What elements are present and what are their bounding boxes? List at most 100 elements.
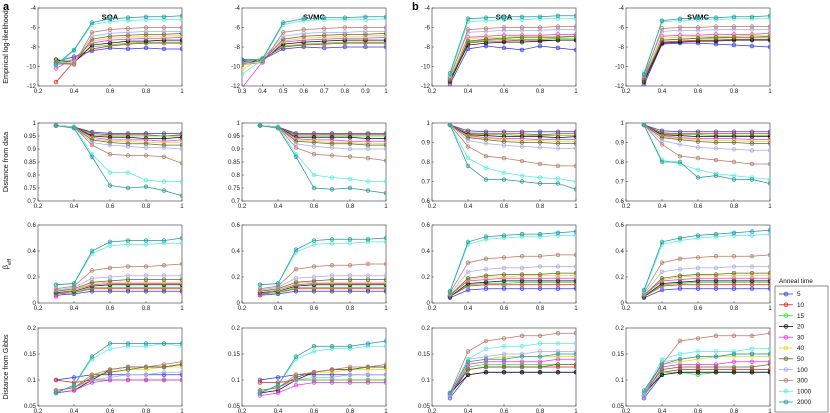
- data-point-2000: [695, 354, 701, 359]
- data-point-2000: [695, 15, 701, 20]
- series-line-20: [449, 280, 576, 297]
- series-line-1000: [643, 18, 770, 73]
- y-tick-label: -10: [615, 64, 625, 71]
- data-point-300: [573, 331, 576, 336]
- data-point-300: [89, 142, 95, 148]
- y-tick-label: 0.2: [231, 274, 240, 281]
- series-line-30: [449, 33, 576, 80]
- data-point-100: [161, 370, 167, 375]
- series-line-100: [449, 266, 576, 295]
- y-tick-label: 0.1: [231, 377, 240, 384]
- series-line-300: [643, 254, 770, 293]
- data-point-100: [107, 274, 113, 280]
- data-point-300: [347, 154, 353, 160]
- data-point-1000: [383, 239, 386, 245]
- data-point-2000: [555, 351, 561, 357]
- y-axis-label: Empirical log-likelihood: [1, 10, 10, 84]
- data-point-100: [329, 375, 335, 380]
- series-line-1000: [449, 124, 576, 182]
- series-line-100: [259, 125, 386, 150]
- data-point-2000: [53, 123, 59, 128]
- x-tick-label: 0.2: [428, 88, 437, 95]
- series-line-20: [449, 124, 576, 139]
- series-line-2000: [643, 229, 770, 291]
- data-point-5: [537, 43, 543, 49]
- data-point-300: [363, 25, 368, 30]
- series-line-20: [643, 124, 770, 138]
- panel-label-a: a: [3, 1, 10, 13]
- x-tick-label: 0.8: [730, 305, 739, 312]
- chart-b-sqa-gibbs: 0.20.40.60.810.050.10.150.2Quench point: [418, 325, 578, 413]
- x-tick-label: 1: [180, 408, 184, 413]
- data-point-1000: [125, 242, 131, 247]
- y-tick-label: 0.4: [27, 248, 36, 255]
- data-point-100: [329, 145, 335, 150]
- x-tick-label: 0.8: [730, 203, 739, 210]
- data-point-300: [695, 336, 701, 341]
- x-tick-label: 0.7: [320, 88, 329, 95]
- data-point-2000: [293, 247, 299, 252]
- data-point-30: [383, 380, 386, 385]
- data-point-2000: [71, 125, 77, 131]
- data-point-300: [125, 153, 131, 158]
- series-line-1000: [55, 19, 182, 66]
- data-point-20: [519, 370, 525, 375]
- data-point-2000: [555, 13, 561, 19]
- data-point-300: [365, 155, 371, 161]
- x-tick-label: 0.6: [106, 203, 115, 210]
- data-point-50: [677, 137, 683, 142]
- y-tick-label: 0.7: [615, 179, 624, 186]
- data-point-2000: [749, 14, 755, 19]
- y-axis-label: Distance from data: [1, 132, 10, 192]
- data-point-2000: [659, 159, 665, 165]
- data-point-2000: [257, 390, 263, 396]
- data-point-2000: [89, 248, 95, 254]
- legend-marker-20: [783, 324, 789, 329]
- x-tick-label: 0.4: [464, 408, 473, 413]
- series-group: [641, 331, 770, 401]
- y-tick-label: 0.6: [421, 198, 430, 205]
- data-point-50: [483, 36, 489, 42]
- x-tick-label: 0.2: [622, 408, 631, 413]
- data-point-2000: [695, 233, 701, 238]
- axes-box: [37, 224, 183, 304]
- data-point-300: [365, 261, 371, 267]
- y-tick-label: 0.9: [421, 140, 430, 147]
- series-line-15: [55, 287, 182, 295]
- legend-label-5: 5: [797, 291, 801, 298]
- data-point-2000: [311, 344, 317, 349]
- legend: Anneal time 5 10 15 20 30 40 50 100 300 1000 2000: [774, 278, 829, 413]
- data-point-300: [731, 254, 737, 259]
- data-point-1000: [311, 242, 317, 247]
- data-point-300: [659, 142, 665, 147]
- x-tick-label: 0.2: [428, 305, 437, 312]
- series-line-1000: [449, 235, 576, 292]
- data-point-5: [537, 286, 543, 291]
- data-point-50: [125, 277, 131, 282]
- series-line-50: [449, 124, 576, 144]
- y-tick-label: 0.2: [421, 274, 430, 281]
- data-point-2000: [363, 14, 368, 19]
- series-line-100: [643, 266, 770, 295]
- data-point-100: [767, 148, 770, 153]
- chart-title: SVMC: [687, 13, 709, 22]
- data-point-1000: [573, 179, 576, 184]
- data-point-300: [383, 25, 386, 30]
- series-line-50: [643, 272, 770, 296]
- y-tick-label: 0.6: [615, 198, 624, 205]
- data-point-300: [311, 264, 317, 269]
- data-point-2000: [383, 338, 386, 344]
- data-point-20: [677, 370, 683, 375]
- y-tick-label: -12: [231, 83, 241, 90]
- data-point-300: [125, 364, 131, 370]
- data-point-1000: [143, 242, 149, 247]
- x-tick-label: 0.5: [279, 88, 288, 95]
- data-point-100: [293, 377, 299, 383]
- data-point-20: [749, 370, 755, 375]
- x-tick-label: 0.4: [464, 203, 473, 210]
- data-point-300: [555, 331, 561, 336]
- data-point-2000: [342, 15, 348, 20]
- series-line-30: [449, 277, 576, 296]
- series-line-5: [643, 124, 770, 133]
- data-point-100: [347, 146, 353, 152]
